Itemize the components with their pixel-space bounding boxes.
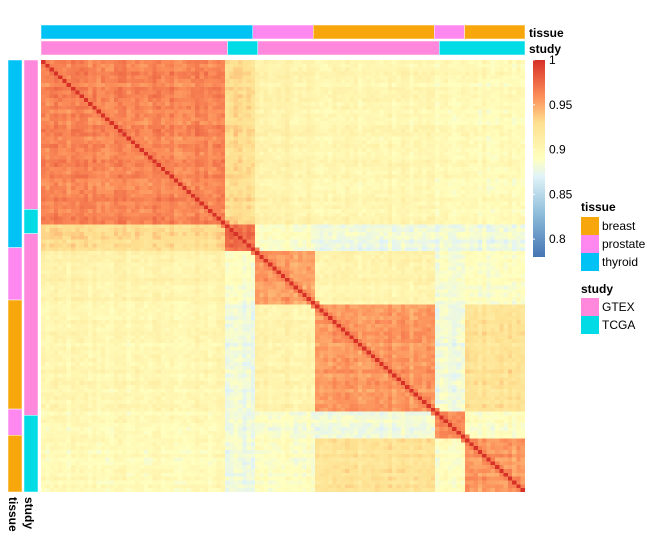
heatmap-body bbox=[41, 60, 525, 492]
tissue-legend-label-breast: breast bbox=[602, 219, 636, 233]
left-tissue-annotation-label: tissue bbox=[6, 497, 20, 532]
top-study-bar-tcga-1 bbox=[227, 40, 259, 56]
color-scale-tick-label: 1 bbox=[549, 53, 556, 67]
left-study-bar-gtex-2 bbox=[23, 233, 39, 416]
top-tissue-bar-prostate-1 bbox=[252, 24, 314, 40]
left-study-bar-gtex-0 bbox=[23, 59, 39, 210]
tissue-legend-label-thyroid: thyroid bbox=[602, 255, 638, 269]
top-annotation-bars bbox=[40, 24, 526, 56]
top-tissue-bar-breast-4 bbox=[464, 24, 526, 40]
top-study-bar-gtex-0 bbox=[40, 40, 228, 56]
study-legend-swatch-gtex bbox=[581, 298, 599, 316]
top-study-annotation-label: study bbox=[529, 42, 561, 56]
top-tissue-bar-prostate-3 bbox=[434, 24, 465, 40]
color-scale-tick-label: 0.9 bbox=[549, 143, 566, 157]
color-scale-tick-label: 0.95 bbox=[549, 98, 573, 112]
heatmap-cells bbox=[41, 60, 525, 492]
tissue-legend-swatch-thyroid bbox=[581, 253, 599, 271]
top-study-bar-gtex-2 bbox=[257, 40, 440, 56]
color-scale-legend: 0.8 0.85 0.9 0.95 1 bbox=[533, 53, 573, 257]
color-scale-tick-label: 0.8 bbox=[549, 232, 566, 246]
left-tissue-bar-breast-2 bbox=[7, 299, 23, 410]
top-tissue-annotation-label: tissue bbox=[529, 26, 564, 40]
color-scale-bar bbox=[533, 60, 545, 257]
color-scale-tick-label: 0.85 bbox=[549, 187, 573, 201]
top-tissue-bar-thyroid-0 bbox=[40, 24, 253, 40]
left-tissue-bar-prostate-3 bbox=[7, 408, 23, 436]
study-legend-label-tcga: TCGA bbox=[602, 318, 635, 332]
tissue-legend-label-prostate: prostate bbox=[602, 237, 646, 251]
study-legend: study GTEX TCGA bbox=[581, 282, 635, 334]
tissue-legend: tissue breast prostate thyroid bbox=[581, 200, 646, 271]
tissue-legend-swatch-breast bbox=[581, 217, 599, 235]
left-study-annotation-label: study bbox=[22, 497, 36, 529]
study-legend-title: study bbox=[581, 282, 613, 296]
tissue-legend-title: tissue bbox=[581, 200, 616, 214]
top-study-bar-tcga-3 bbox=[439, 40, 526, 56]
left-tissue-bar-thyroid-0 bbox=[7, 59, 23, 248]
left-tissue-bar-breast-4 bbox=[7, 435, 23, 493]
study-legend-swatch-tcga bbox=[581, 316, 599, 334]
top-tissue-bar-breast-2 bbox=[313, 24, 435, 40]
left-study-bar-tcga-3 bbox=[23, 415, 39, 493]
left-annotation-bars bbox=[7, 59, 39, 493]
left-study-bar-tcga-1 bbox=[23, 209, 39, 234]
left-tissue-bar-prostate-1 bbox=[7, 247, 23, 301]
study-legend-label-gtex: GTEX bbox=[602, 300, 635, 314]
tissue-legend-swatch-prostate bbox=[581, 235, 599, 253]
